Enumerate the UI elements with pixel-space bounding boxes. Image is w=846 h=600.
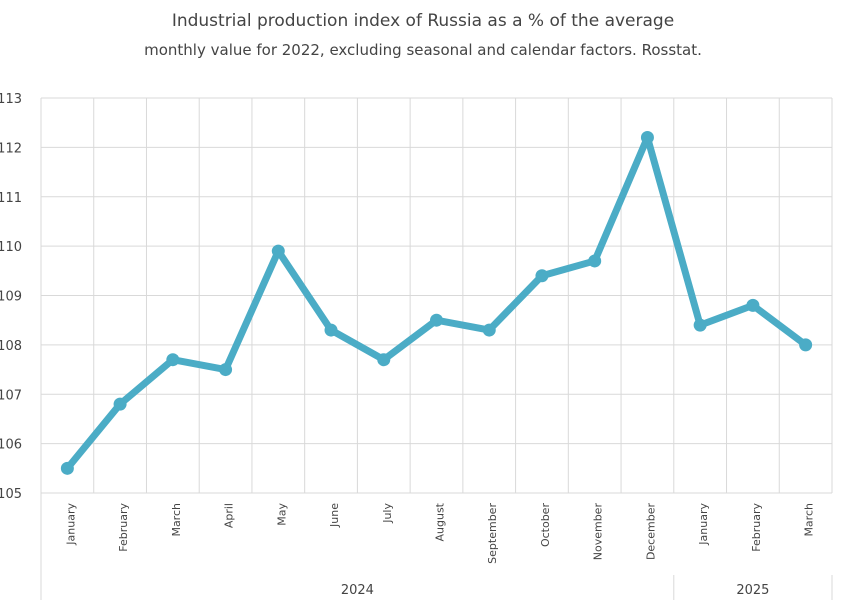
y-tick-label: 106 xyxy=(0,438,22,453)
x-tick-label: May xyxy=(275,503,288,526)
data-point xyxy=(799,338,813,352)
y-tick-label: 108 xyxy=(0,339,22,354)
x-tick-label: September xyxy=(486,503,499,564)
y-tick-label: 111 xyxy=(0,191,22,206)
y-tick-label: 113 xyxy=(0,92,22,107)
data-point xyxy=(588,254,602,268)
x-tick-label: February xyxy=(117,503,130,552)
data-point xyxy=(271,244,285,258)
y-tick-label: 110 xyxy=(0,240,22,255)
x-tick-label: March xyxy=(803,503,816,537)
y-tick-label: 105 xyxy=(0,487,22,502)
y-tick-label: 109 xyxy=(0,290,22,305)
chart-subtitle: monthly value for 2022, excluding season… xyxy=(144,41,702,59)
data-point xyxy=(640,131,654,144)
data-point xyxy=(693,318,707,332)
x-tick-label: December xyxy=(644,503,657,561)
x-tick-label: January xyxy=(697,503,710,546)
x-tick-label: April xyxy=(223,503,236,528)
data-point xyxy=(482,323,496,337)
data-point xyxy=(430,313,443,327)
data-point xyxy=(746,298,760,312)
data-point xyxy=(535,269,549,283)
x-tick-label: October xyxy=(539,503,552,547)
x-tick-label: June xyxy=(328,503,341,528)
data-point xyxy=(113,397,127,411)
y-tick-label: 112 xyxy=(0,141,22,156)
series-line xyxy=(63,134,810,472)
data-point xyxy=(166,353,180,367)
data-point xyxy=(219,363,233,377)
x-tick-label: July xyxy=(381,503,394,524)
data-point xyxy=(377,353,391,367)
y-tick-label: 107 xyxy=(0,388,22,403)
data-point xyxy=(324,323,338,337)
x-tick-label: March xyxy=(170,503,183,537)
group-label: 2024 xyxy=(341,583,374,598)
x-tick-label: January xyxy=(64,503,77,546)
x-tick-label: February xyxy=(750,503,763,552)
x-tick-label: November xyxy=(592,503,605,561)
chart-title: Industrial production index of Russia as… xyxy=(171,11,675,31)
group-label: 2025 xyxy=(736,583,769,598)
data-point xyxy=(60,461,74,475)
x-tick-label: August xyxy=(434,502,447,541)
